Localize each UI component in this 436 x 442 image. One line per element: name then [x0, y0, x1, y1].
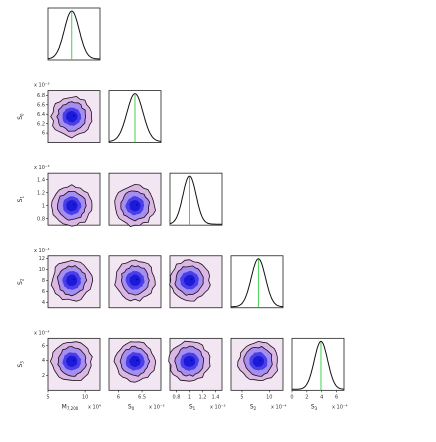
- x-axis-exponent: x 10⁻⁴: [271, 404, 287, 410]
- marginal-curve: [169, 175, 222, 225]
- y-tick-label: 4: [42, 358, 45, 364]
- y-tick-label: 6: [42, 289, 45, 295]
- x-tick-label: 6: [335, 394, 338, 400]
- posterior-peak: [72, 114, 75, 117]
- panel-4-4: [291, 337, 345, 391]
- contour-core: [66, 200, 78, 212]
- x-tick-label: 10: [266, 394, 272, 400]
- panel-3-4: [230, 337, 284, 391]
- y-tick-label: 6.6: [37, 102, 45, 108]
- panel-0-1: [47, 90, 101, 143]
- x-tick-label: 1.4: [212, 394, 220, 400]
- marginal-curve: [108, 93, 162, 142]
- y-axis-label: S0: [17, 113, 25, 120]
- x-tick-label: 2: [305, 394, 308, 400]
- contour-core: [183, 274, 196, 287]
- x-tick-label: 1.2: [199, 394, 207, 400]
- panel-3-3: [230, 255, 284, 309]
- y-tick-label: 1.4: [37, 177, 45, 183]
- panel-1-4: [108, 337, 162, 391]
- marginal-frame: [47, 7, 101, 61]
- y-tick-label: 6: [42, 343, 45, 349]
- contour-core: [252, 355, 265, 367]
- x-tick-label: 5: [46, 394, 49, 400]
- marginal-curve: [47, 10, 101, 60]
- x-tick-label: 5: [240, 394, 243, 400]
- y-tick-label: 12: [39, 256, 45, 262]
- x-tick-label: 0: [290, 394, 293, 400]
- x-axis-exponent: x 10⁻³: [210, 404, 226, 410]
- y-tick-label: 6.8: [37, 93, 45, 99]
- posterior-peak: [136, 203, 138, 206]
- contour-core: [183, 355, 196, 367]
- contour-core: [65, 355, 78, 367]
- x-tick-label: 10: [82, 394, 88, 400]
- marginal-curve: [231, 258, 283, 308]
- x-axis-exponent: x 10⁻³: [149, 404, 165, 410]
- y-axis-label: S2: [17, 278, 25, 285]
- posterior-peak: [72, 278, 75, 281]
- y-tick-label: 4: [42, 300, 45, 306]
- panel-1-1: [108, 90, 162, 143]
- marginal-frame: [169, 172, 223, 226]
- posterior-peak: [259, 359, 262, 362]
- y-tick-label: 10: [39, 267, 45, 273]
- y-tick-label: 0.8: [37, 216, 45, 222]
- panel-1-2: [108, 172, 162, 227]
- y-axis-label: S1: [17, 196, 25, 203]
- contour-core: [66, 274, 78, 287]
- marginal-frame: [230, 255, 284, 309]
- x-tick-label: 4: [320, 394, 323, 400]
- panel-1-3: [108, 255, 162, 309]
- x-tick-label: 1: [188, 394, 191, 400]
- x-axis-label: S0: [128, 403, 135, 411]
- posterior-peak: [136, 359, 138, 362]
- y-axis-label: S3: [17, 361, 25, 368]
- y-tick-label: 6.4: [37, 112, 45, 118]
- contour-core: [129, 200, 141, 212]
- panel-0-0: [47, 7, 101, 61]
- contour-core: [129, 274, 141, 286]
- panel-0-4: [47, 337, 101, 391]
- y-tick-label: 8: [42, 278, 45, 284]
- y-tick-label: 1.2: [37, 190, 45, 196]
- panel-2-3: [169, 255, 223, 309]
- marginal-curve: [292, 340, 345, 390]
- panel-0-3: [47, 255, 101, 309]
- x-axis-exponent: x 10⁻⁴: [332, 404, 348, 410]
- posterior-peak: [72, 203, 75, 206]
- panel-0-2: [47, 172, 101, 227]
- x-axis-label: M7,200: [62, 403, 79, 411]
- panel-2-2: [169, 172, 223, 226]
- posterior-peak: [72, 359, 75, 362]
- contour-core: [129, 355, 141, 368]
- y-axis-exponent: x 10⁻⁴: [34, 330, 50, 336]
- x-tick-label: 6.5: [138, 394, 146, 400]
- x-tick-label: 6: [117, 394, 120, 400]
- posterior-peak: [190, 359, 193, 362]
- posterior-peak: [136, 278, 138, 281]
- y-axis-exponent: x 10⁻³: [34, 165, 50, 171]
- panel-2-4: [168, 337, 223, 391]
- y-axis-exponent: x 10⁻³: [34, 83, 50, 89]
- posterior-peak: [190, 278, 193, 281]
- y-tick-label: 1: [42, 203, 45, 209]
- x-axis-exponent: x 10⁴: [88, 404, 101, 410]
- x-axis-label: S2: [250, 403, 257, 411]
- y-tick-label: 6.2: [37, 121, 45, 127]
- x-tick-label: 0.8: [173, 394, 181, 400]
- y-tick-label: 6: [42, 131, 45, 137]
- y-axis-exponent: x 10⁻⁴: [34, 248, 50, 254]
- x-axis-label: S3: [311, 403, 318, 411]
- contour-core: [66, 111, 78, 123]
- y-tick-label: 2: [42, 373, 45, 379]
- x-axis-label: S1: [189, 403, 196, 411]
